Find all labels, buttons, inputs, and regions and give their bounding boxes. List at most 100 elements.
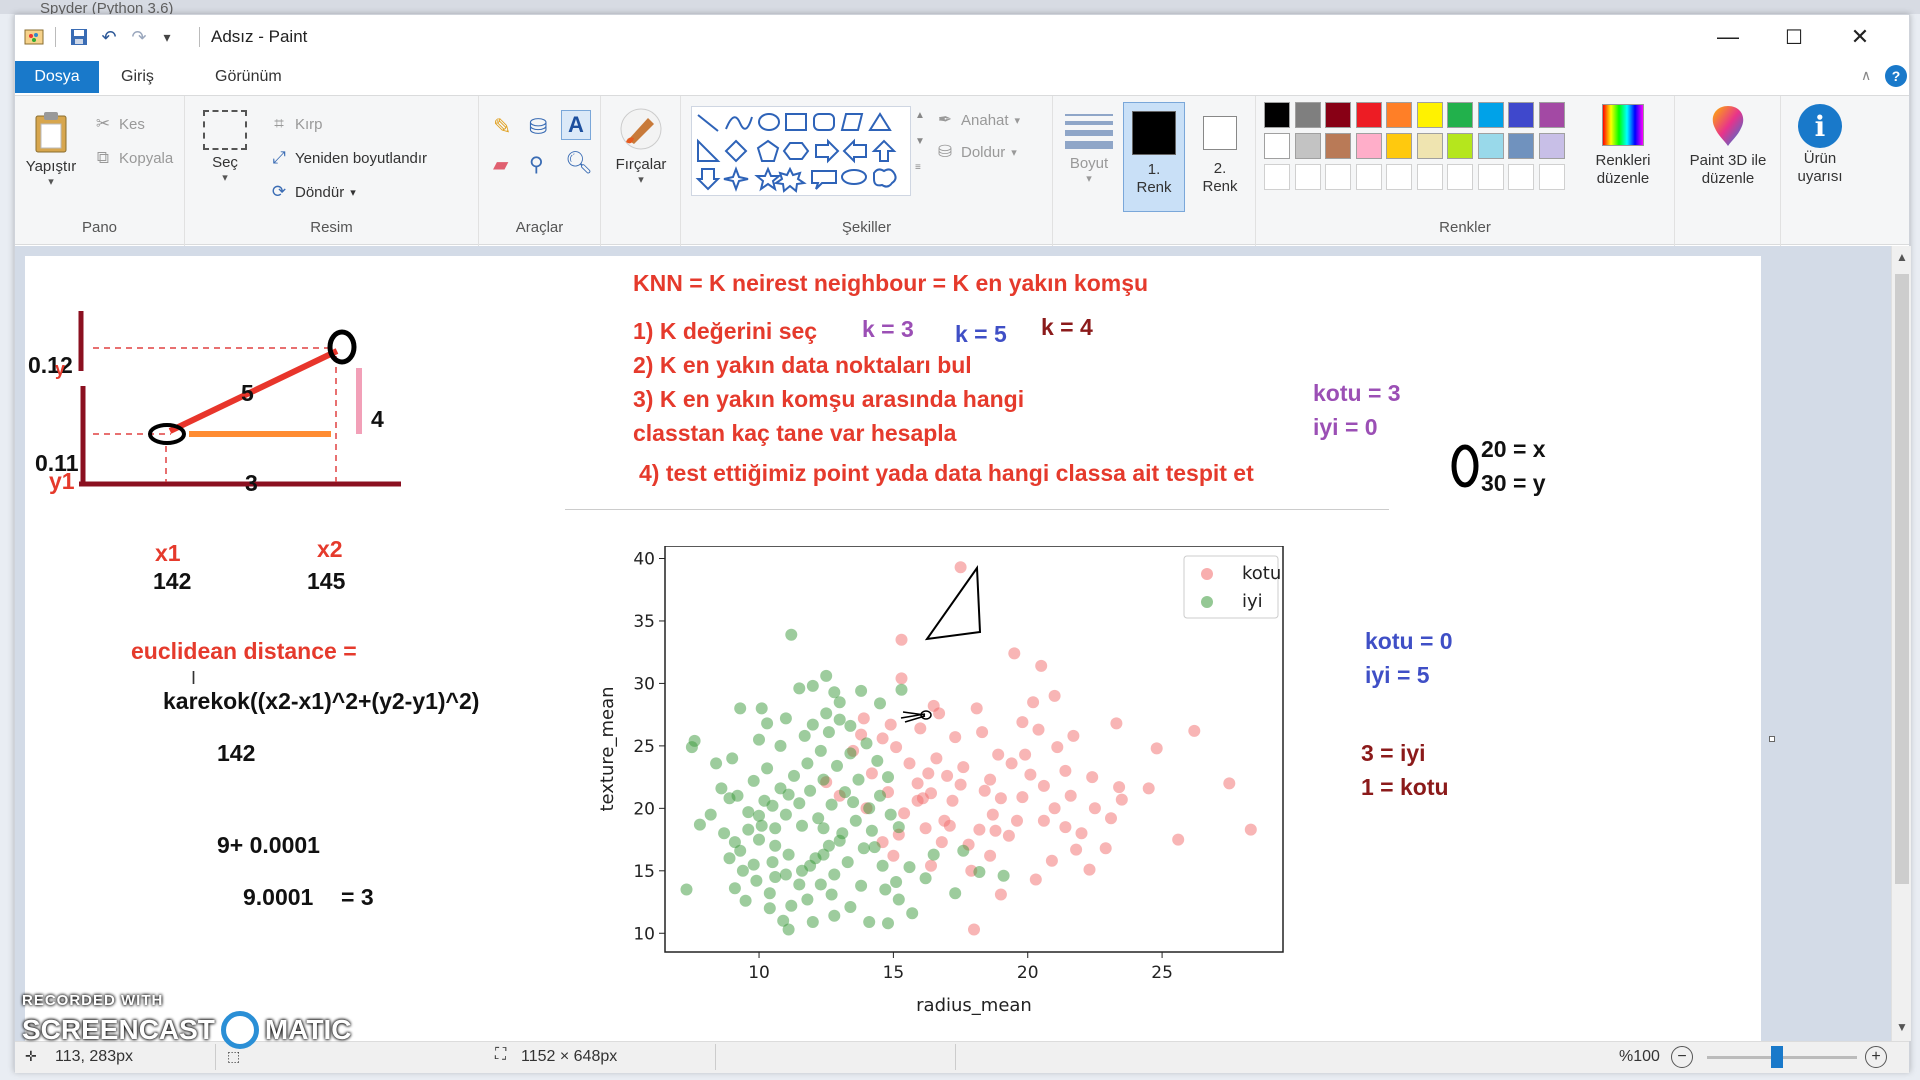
palette-swatch[interactable]: [1294, 102, 1321, 128]
text-tool-icon[interactable]: A: [561, 110, 591, 140]
data-point-iyi: [739, 894, 752, 907]
scroll-down-icon[interactable]: ▼: [1896, 1020, 1908, 1034]
shapes-expand-icon[interactable]: ≡: [915, 162, 921, 173]
zoom-out-button[interactable]: −: [1671, 1046, 1693, 1068]
group-resim: Seç ▾ ⌗ Kırp ⤢ Yeniden boyutlandır ⟳ Döndür…: [185, 96, 479, 246]
background-app-title: Spyder (Python 3.6): [40, 0, 174, 17]
palette-swatch[interactable]: [1355, 133, 1382, 159]
fill-dropdown-icon[interactable]: ▾: [1011, 146, 1017, 159]
rotate-button[interactable]: ⟳ Döndür ▾: [269, 182, 356, 202]
palette-swatch[interactable]: [1477, 102, 1504, 128]
palette-swatch[interactable]: [1447, 102, 1473, 128]
fill-bucket-icon[interactable]: ⛁: [529, 114, 548, 139]
fill-button[interactable]: ⛁ Doldur ▾: [935, 142, 1017, 162]
scroll-up-icon[interactable]: ▲: [1896, 250, 1908, 264]
data-point-iyi: [847, 796, 860, 809]
data-point-kotu: [978, 784, 991, 797]
paint-app-icon[interactable]: [23, 25, 47, 49]
palette-swatch[interactable]: [1477, 164, 1504, 190]
palette-swatch[interactable]: [1538, 102, 1565, 128]
undo-icon[interactable]: ↶: [101, 26, 117, 47]
minimize-button[interactable]: —: [1717, 24, 1739, 49]
palette-swatch[interactable]: [1264, 102, 1290, 128]
eraser-icon[interactable]: ▰: [493, 154, 509, 176]
paste-dropdown-icon[interactable]: ▾: [48, 176, 54, 188]
outline-dropdown-icon[interactable]: ▾: [1014, 114, 1021, 127]
drawing-canvas[interactable]: 0.12 y 0.11 y1 5 4 3 x1 x2 142 145 KNN =…: [25, 256, 1761, 1041]
palette-swatch[interactable]: [1325, 164, 1351, 190]
redo-icon[interactable]: ↷: [131, 26, 147, 47]
brushes-dropdown-icon[interactable]: ▾: [638, 174, 644, 186]
shapes-scroll-down-icon[interactable]: ▼: [915, 136, 925, 147]
resize-button[interactable]: ⤢ Yeniden boyutlandır: [269, 148, 427, 168]
palette-swatch[interactable]: [1477, 133, 1504, 159]
maximize-button[interactable]: ☐: [1785, 26, 1803, 49]
select-dropdown-icon[interactable]: ▾: [222, 172, 228, 184]
palette-swatch[interactable]: [1508, 164, 1534, 190]
palette-swatch[interactable]: [1355, 164, 1382, 190]
k-equals-5: k = 5: [955, 321, 1007, 347]
collapse-ribbon-icon[interactable]: ∧: [1861, 67, 1872, 83]
close-button[interactable]: ✕: [1850, 24, 1870, 49]
save-icon[interactable]: [67, 25, 91, 49]
palette-swatch[interactable]: [1386, 133, 1412, 159]
paste-button[interactable]: Yapıştır ▾: [21, 110, 81, 188]
edit-colors-button[interactable]: Renkleri düzenle: [1578, 104, 1668, 188]
magnifier-icon[interactable]: 🔍︎: [565, 150, 593, 175]
copy-label: Kopyala: [119, 149, 174, 167]
vertical-scrollbar[interactable]: ▲ ▼: [1891, 246, 1911, 1041]
tab-dosya[interactable]: Dosya: [15, 61, 99, 93]
palette-swatch[interactable]: [1355, 102, 1382, 128]
palette-swatch[interactable]: [1264, 133, 1290, 159]
group-renkler: Renkleri düzenle Renkler: [1255, 96, 1675, 246]
data-point-kotu: [1188, 724, 1201, 737]
data-point-iyi: [761, 717, 774, 730]
color1-button[interactable]: 1. Renk: [1123, 102, 1185, 212]
palette-swatch[interactable]: [1538, 133, 1565, 159]
palette-swatch[interactable]: [1416, 133, 1443, 159]
palette-swatch[interactable]: [1325, 133, 1351, 159]
palette-swatch[interactable]: [1508, 133, 1534, 159]
shapes-scroll-up-icon[interactable]: ▲: [915, 110, 925, 121]
shapes-gallery[interactable]: [691, 106, 911, 196]
ribbon: Yapıştır ▾ ✂ Kes ⧉ Kopyala Pano Seç ▾: [15, 95, 1909, 246]
data-point-kotu: [925, 787, 937, 800]
palette-swatch[interactable]: [1538, 164, 1565, 190]
zoom-slider-thumb[interactable]: [1771, 1046, 1783, 1068]
zoom-in-button[interactable]: +: [1865, 1046, 1887, 1068]
qat-divider: [55, 27, 56, 47]
help-icon[interactable]: ?: [1885, 65, 1907, 87]
palette-swatch[interactable]: [1386, 164, 1412, 190]
palette-swatch[interactable]: [1294, 133, 1321, 159]
color-picker-icon[interactable]: ⚲: [529, 154, 544, 176]
data-point-iyi: [879, 883, 892, 896]
canvas-resize-handle[interactable]: [1769, 736, 1775, 742]
rotate-dropdown-icon[interactable]: ▾: [350, 186, 356, 199]
palette-swatch[interactable]: [1447, 133, 1473, 159]
palette-swatch[interactable]: [1386, 102, 1412, 128]
paint3d-button[interactable]: Paint 3D ile düzenle: [1675, 104, 1781, 188]
tab-gorunum[interactable]: Görünüm: [215, 68, 282, 85]
product-alert-button[interactable]: i Ürün uyarısı: [1785, 104, 1855, 186]
palette-swatch[interactable]: [1447, 164, 1473, 190]
customize-qat-icon[interactable]: ▾: [163, 28, 171, 45]
palette-swatch[interactable]: [1264, 164, 1290, 190]
copy-button[interactable]: ⧉ Kopyala: [93, 148, 173, 168]
color2-button[interactable]: 2. Renk: [1189, 102, 1251, 196]
palette-swatch[interactable]: [1508, 102, 1534, 128]
scrollbar-thumb[interactable]: [1895, 274, 1909, 884]
palette-swatch[interactable]: [1416, 102, 1443, 128]
palette-swatch[interactable]: [1294, 164, 1321, 190]
cut-button[interactable]: ✂ Kes: [93, 114, 145, 134]
brushes-button[interactable]: Fırçalar ▾: [609, 106, 673, 186]
tab-giris[interactable]: Giriş: [121, 68, 154, 85]
crop-button[interactable]: ⌗ Kırp: [269, 114, 322, 134]
size-dropdown-icon[interactable]: ▾: [1086, 173, 1092, 185]
size-button[interactable]: Boyut ▾: [1057, 110, 1121, 185]
outline-button[interactable]: ✒ Anahat ▾: [935, 110, 1020, 130]
pencil-icon[interactable]: ✎: [493, 114, 512, 139]
palette-swatch[interactable]: [1325, 102, 1351, 128]
select-button[interactable]: Seç ▾: [195, 110, 255, 184]
data-point-iyi: [860, 737, 873, 750]
palette-swatch[interactable]: [1416, 164, 1443, 190]
